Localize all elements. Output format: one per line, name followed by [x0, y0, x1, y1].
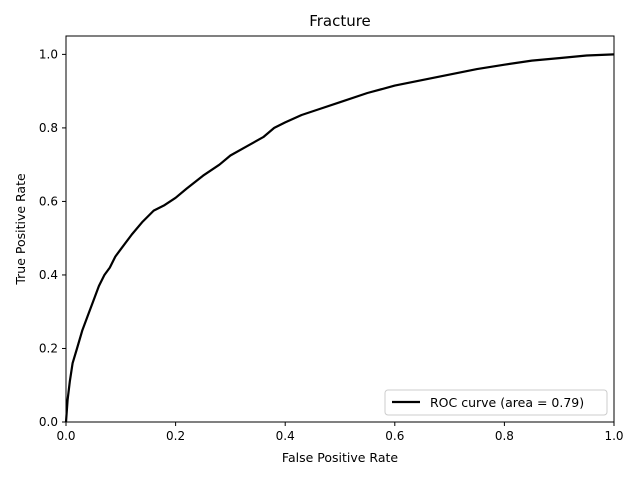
x-axis-label: False Positive Rate	[282, 450, 398, 465]
x-tick-label: 0.4	[276, 429, 295, 443]
x-tick-label: 0.2	[166, 429, 185, 443]
x-tick-label: 0.0	[56, 429, 75, 443]
legend: ROC curve (area = 0.79)	[384, 389, 608, 416]
plot-frame	[65, 35, 615, 423]
y-tick-label: 0.2	[39, 341, 58, 355]
y-tick-label: 0.6	[39, 194, 58, 208]
y-tick-label: 0.8	[39, 121, 58, 135]
x-tick-label: 0.8	[495, 429, 514, 443]
plot-area	[64, 35, 615, 423]
legend-label: ROC curve (area = 0.79)	[430, 395, 584, 410]
x-tick-label: 1.0	[604, 429, 623, 443]
y-tick-label: 0.4	[39, 268, 58, 282]
y-tick-label: 1.0	[39, 47, 58, 61]
roc-curve-line	[64, 53, 615, 423]
legend-box	[384, 389, 608, 416]
y-tick-label: 0.0	[39, 415, 58, 429]
y-axis-label: True Positive Rate	[13, 173, 28, 286]
chart-title: Fracture	[309, 12, 371, 30]
x-axis: 0.0 0.2 0.4 0.6 0.8 1.0	[56, 422, 624, 443]
x-tick-label: 0.6	[385, 429, 404, 443]
y-axis: 0.0 0.2 0.4 0.6 0.8 1.0	[39, 47, 66, 429]
